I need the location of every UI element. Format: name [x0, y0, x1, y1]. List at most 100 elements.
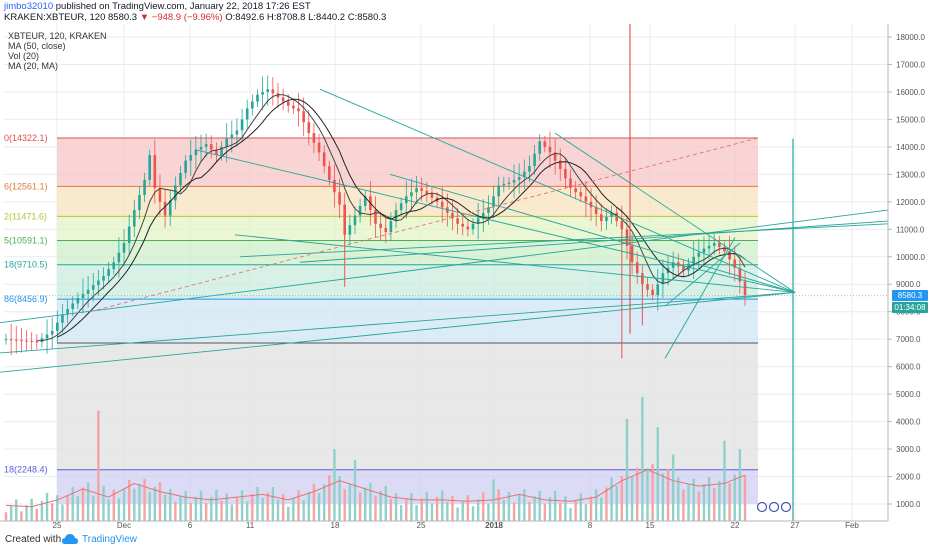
volume-bar — [225, 493, 228, 521]
candle-body — [4, 339, 8, 341]
candle-body — [738, 267, 742, 282]
candle-body — [481, 212, 485, 219]
candle-body — [297, 108, 300, 112]
volume-bar — [666, 468, 670, 521]
candle-body — [61, 314, 64, 323]
time-tick-label: 22 — [731, 521, 740, 528]
volume-bar — [687, 484, 690, 521]
volume-bar — [240, 490, 244, 521]
volume-bar — [471, 506, 475, 521]
volume-bar — [281, 494, 285, 521]
candle-body — [461, 223, 465, 227]
legend-ma20[interactable]: MA (20, MA) — [8, 61, 59, 71]
footer: Created with TradingView — [0, 528, 932, 550]
price-chart[interactable]: 0(14322.1) 6(12561.1) 2(11471.6) 5(10591.1)… — [0, 24, 932, 528]
candle-body — [163, 201, 167, 216]
published-text: published on TradingView.com, January 22… — [55, 1, 311, 12]
candle-body — [328, 166, 331, 180]
symbol-label: KRAKEN:XBTEUR, 120 — [4, 12, 106, 23]
fib-band — [57, 138, 758, 187]
candle-body — [215, 149, 218, 156]
candle-body — [174, 185, 177, 201]
candle-body — [317, 142, 321, 153]
volume-bar — [66, 495, 69, 521]
time-tick-label: 2018 — [485, 521, 503, 528]
volume-bar — [256, 486, 259, 521]
candle-body — [410, 192, 413, 197]
volume-bar — [102, 485, 105, 521]
volume-bar — [112, 489, 115, 521]
candle-body — [245, 108, 249, 120]
tradingview-cloud-icon[interactable] — [62, 533, 78, 545]
trendline — [0, 209, 889, 324]
tradingview-brand[interactable]: TradingView — [82, 534, 138, 545]
candle-body — [117, 252, 121, 263]
candle-body — [523, 171, 526, 178]
volume-bar — [743, 475, 747, 521]
volume-bar — [456, 507, 459, 521]
volume-bar — [163, 494, 167, 521]
candle-body — [702, 248, 706, 253]
trendline — [239, 223, 889, 258]
price-tick-label: 3000.0 — [896, 445, 921, 454]
volume-bar — [707, 477, 711, 521]
candle-body — [230, 134, 234, 139]
volume-bar — [235, 497, 239, 521]
fib-level-label: 18(2248.4) — [4, 465, 48, 475]
legend-ma50[interactable]: MA (50, close) — [8, 41, 66, 51]
candle-body — [733, 259, 737, 268]
trendline — [299, 220, 889, 263]
trendline — [664, 242, 741, 307]
candle-body — [286, 101, 290, 106]
candle-body — [384, 227, 388, 233]
candle-body — [261, 91, 264, 95]
candle-body — [158, 188, 162, 202]
candle-body — [579, 192, 583, 197]
price-axis-bg — [888, 24, 932, 521]
volume-bar — [718, 480, 721, 521]
candle-body — [476, 218, 480, 224]
candle-body — [35, 341, 39, 343]
volume-bar — [179, 496, 182, 521]
volume-bar — [728, 483, 731, 521]
candle-body — [497, 185, 500, 197]
volume-bar — [4, 512, 8, 521]
candle-body — [553, 152, 557, 161]
author-link[interactable]: jimbo32010 — [4, 1, 54, 12]
legend-symbol[interactable]: XBTEUR, 120, KRAKEN — [8, 31, 107, 41]
price-tick-label: 13000.0 — [896, 170, 925, 179]
volume-bar — [15, 499, 18, 521]
volume-bar — [50, 503, 54, 521]
volume-bar — [435, 496, 439, 521]
fib-trend-dashed — [89, 137, 759, 313]
volume-bar — [312, 483, 316, 521]
price-tick-label: 6000.0 — [896, 363, 921, 372]
volume-bar — [523, 489, 526, 521]
candle-body — [543, 141, 547, 147]
volume-bar — [287, 506, 290, 521]
current-price-tag: 8580.3 — [892, 289, 928, 301]
legend-volume[interactable]: Vol (20) — [8, 51, 40, 61]
volume-bar — [307, 491, 310, 521]
volume-bar — [56, 495, 59, 521]
candle-body — [112, 262, 116, 270]
candle-body — [564, 168, 567, 179]
candle-body — [651, 289, 654, 296]
candle-body — [420, 188, 423, 191]
volume-bar — [210, 496, 213, 521]
volume-bar — [661, 473, 665, 521]
fib-band — [57, 343, 758, 470]
volume-bar — [512, 502, 516, 521]
volume-bar — [482, 492, 485, 521]
volume-bar — [641, 396, 644, 521]
price-tick-label: 2000.0 — [896, 473, 921, 482]
candle-body — [589, 201, 593, 208]
candle-body — [512, 179, 516, 183]
volume-bar — [692, 478, 695, 521]
volume-bar — [600, 497, 603, 521]
candle-body — [25, 340, 28, 342]
fib-level-label: 18(9710.5) — [4, 260, 48, 270]
volume-bar — [45, 493, 49, 521]
volume-bar — [71, 486, 74, 521]
volume-bar — [127, 479, 131, 521]
